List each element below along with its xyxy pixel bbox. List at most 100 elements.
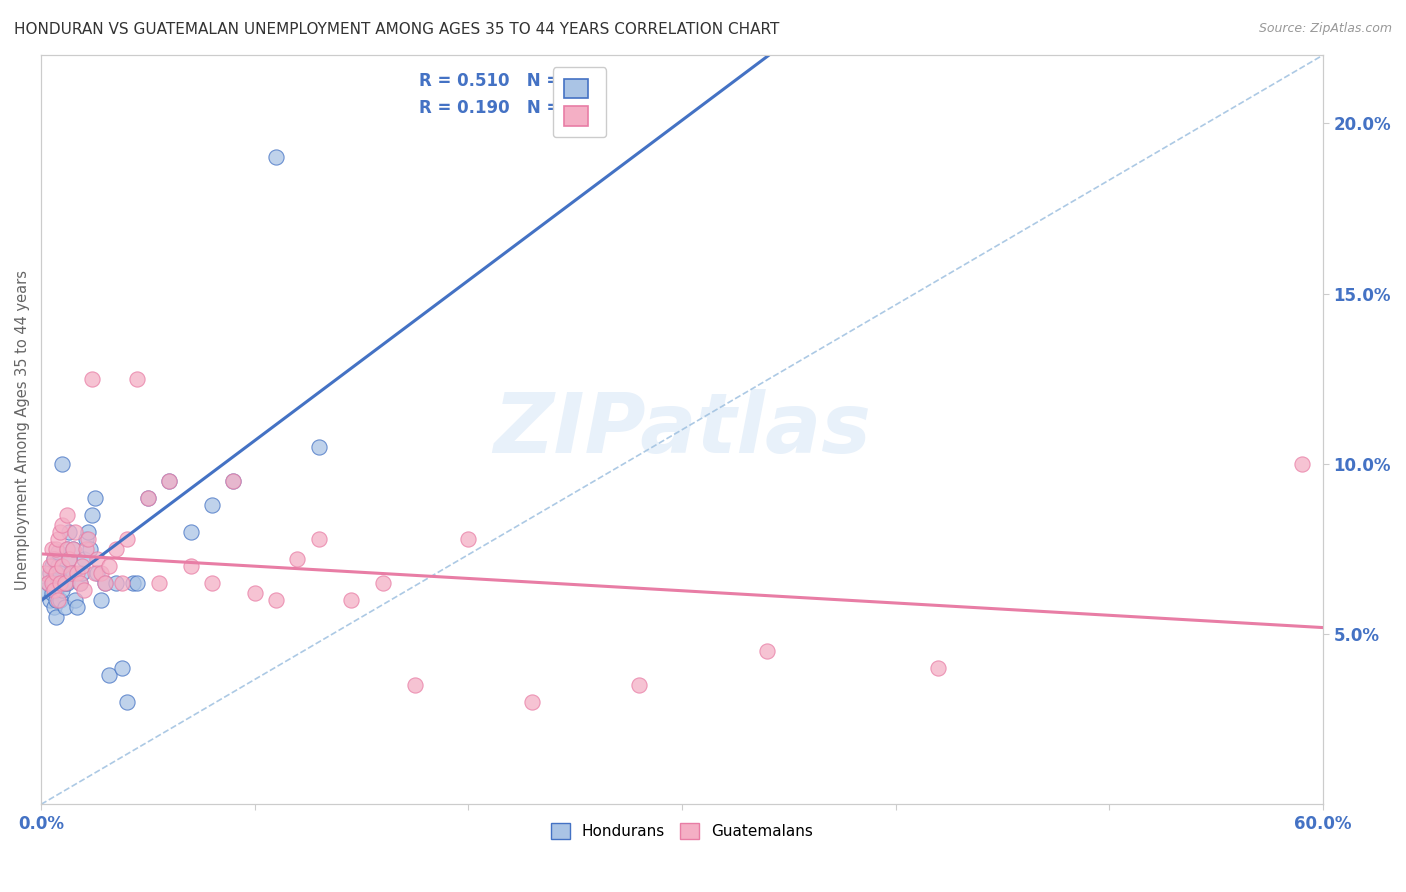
Point <box>49 576 72 591</box>
Point <box>41 586 63 600</box>
Point <box>264 593 287 607</box>
Point <box>77 524 100 539</box>
Point <box>73 552 96 566</box>
Point <box>70 566 93 580</box>
Point <box>340 593 363 607</box>
Point <box>58 552 80 566</box>
Point <box>34 566 56 580</box>
Point <box>157 474 180 488</box>
Point <box>42 576 65 591</box>
Point <box>66 566 89 580</box>
Text: R = 0.510   N = 56: R = 0.510 N = 56 <box>419 72 589 90</box>
Point <box>75 541 97 556</box>
Point <box>77 532 100 546</box>
Text: Source: ZipAtlas.com: Source: ZipAtlas.com <box>1258 22 1392 36</box>
Point <box>82 371 104 385</box>
Point <box>180 524 202 539</box>
Point <box>73 582 96 597</box>
Point <box>104 541 127 556</box>
Point <box>62 566 84 580</box>
Point <box>45 569 67 583</box>
Point <box>111 661 134 675</box>
Point <box>222 474 245 488</box>
Point <box>90 593 112 607</box>
Point <box>69 576 91 591</box>
Point <box>94 576 117 591</box>
Point <box>38 558 60 573</box>
Point <box>201 498 224 512</box>
Point <box>45 541 67 556</box>
Point <box>75 532 97 546</box>
Point <box>104 576 127 591</box>
Point <box>122 576 145 591</box>
Point <box>51 558 73 573</box>
Point <box>111 576 134 591</box>
Point <box>86 552 108 566</box>
Point <box>308 440 330 454</box>
Point <box>34 582 56 597</box>
Point <box>243 586 266 600</box>
Point <box>51 582 73 597</box>
Point <box>201 576 224 591</box>
Point <box>45 593 67 607</box>
Point <box>127 576 149 591</box>
Y-axis label: Unemployment Among Ages 35 to 44 years: Unemployment Among Ages 35 to 44 years <box>15 269 30 590</box>
Point <box>45 610 67 624</box>
Point <box>41 541 63 556</box>
Point <box>41 558 63 573</box>
Point <box>37 576 59 591</box>
Point <box>756 644 779 658</box>
Point <box>51 518 73 533</box>
Point <box>53 599 76 614</box>
Point <box>49 566 72 580</box>
Point <box>60 566 83 580</box>
Point <box>46 545 69 559</box>
Point <box>522 695 544 709</box>
Point <box>38 593 60 607</box>
Point <box>42 599 65 614</box>
Point <box>308 532 330 546</box>
Point <box>58 524 80 539</box>
Point <box>65 524 87 539</box>
Point <box>49 593 72 607</box>
Point <box>148 576 170 591</box>
Point <box>70 558 93 573</box>
Text: HONDURAN VS GUATEMALAN UNEMPLOYMENT AMONG AGES 35 TO 44 YEARS CORRELATION CHART: HONDURAN VS GUATEMALAN UNEMPLOYMENT AMON… <box>14 22 779 37</box>
Point <box>42 582 65 597</box>
Point <box>90 566 112 580</box>
Point <box>62 541 84 556</box>
Point <box>53 576 76 591</box>
Point <box>82 508 104 522</box>
Point <box>58 552 80 566</box>
Point <box>55 508 77 522</box>
Point <box>69 576 91 591</box>
Point <box>115 532 138 546</box>
Point <box>55 541 77 556</box>
Point <box>42 552 65 566</box>
Point <box>46 576 69 591</box>
Point <box>98 668 121 682</box>
Point <box>83 491 105 505</box>
Text: ZIPatlas: ZIPatlas <box>494 389 870 470</box>
Point <box>60 566 83 580</box>
Point <box>46 593 69 607</box>
Point <box>86 566 108 580</box>
Point <box>1291 457 1313 471</box>
Point <box>65 593 87 607</box>
Legend: Hondurans, Guatemalans: Hondurans, Guatemalans <box>546 817 818 846</box>
Point <box>98 558 121 573</box>
Point <box>55 541 77 556</box>
Text: R = 0.190   N = 57: R = 0.190 N = 57 <box>419 99 589 117</box>
Point <box>222 474 245 488</box>
Point <box>49 524 72 539</box>
Point <box>94 576 117 591</box>
Point <box>115 695 138 709</box>
Point <box>38 566 60 580</box>
Point <box>371 576 394 591</box>
Point <box>136 491 159 505</box>
Point <box>42 552 65 566</box>
Point <box>83 566 105 580</box>
Point <box>157 474 180 488</box>
Point <box>628 678 651 692</box>
Point <box>55 576 77 591</box>
